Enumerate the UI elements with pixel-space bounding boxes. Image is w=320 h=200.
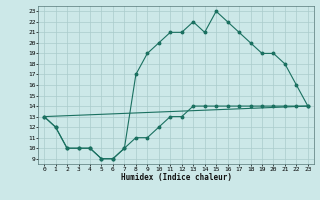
X-axis label: Humidex (Indice chaleur): Humidex (Indice chaleur) [121, 173, 231, 182]
